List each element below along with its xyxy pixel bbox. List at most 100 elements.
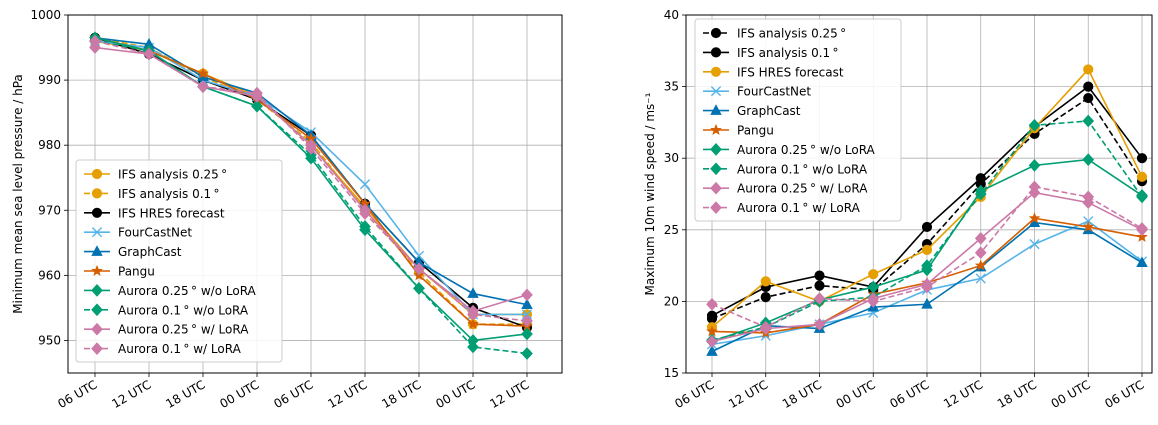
data-point [467, 340, 479, 354]
legend: IFS analysis 0.25 ° IFS analysis 0.1 ° IFS… [75, 159, 283, 363]
x-tick-label: 06 UTC [887, 377, 931, 411]
legend-label: Pangu [737, 124, 774, 138]
data-point [921, 259, 933, 272]
y-axis-label: Maximum 10m wind speed / ms⁻¹ [643, 92, 657, 295]
legend-marker [91, 207, 103, 218]
data-point [974, 187, 987, 201]
y-tick-label: 20 [664, 294, 679, 308]
legend-marker [710, 123, 722, 135]
legend-label: IFS analysis 0.25 ° [118, 168, 227, 182]
data-point [706, 335, 718, 348]
series-line [711, 120, 1143, 341]
legend-marker [710, 201, 722, 214]
data-point [521, 309, 533, 320]
data-point [706, 345, 718, 356]
legend-label: GraphCast [737, 104, 801, 118]
data-point [1083, 92, 1094, 104]
legend-marker [91, 322, 103, 336]
x-tick-label: 12 UTC [487, 377, 531, 411]
data-point [1136, 153, 1148, 164]
data-point [867, 295, 880, 308]
data-point [1136, 171, 1148, 182]
data-point [521, 298, 533, 309]
legend-label: Pangu [118, 265, 155, 279]
legend-marker [710, 27, 722, 39]
legend-label: Aurora 0.25 ° w/ LoRA [118, 323, 249, 337]
y-axis-label: Minimum mean sea level pressure / hPa [11, 74, 25, 314]
y-tick-label: 980 [38, 138, 61, 152]
legend-label: Aurora 0.25 ° w/ LoRA [737, 182, 868, 196]
series-group [706, 64, 1148, 356]
data-point [921, 280, 933, 294]
legend-label: Aurora 0.25 ° w/o LoRA [737, 143, 876, 157]
x-tick-label: 00 UTC [834, 377, 878, 411]
series-line [94, 40, 528, 355]
data-point [413, 262, 425, 276]
data-point [1136, 190, 1148, 204]
data-point [521, 288, 533, 302]
data-point [467, 287, 479, 298]
legend-label: Aurora 0.25 ° w/o LoRA [118, 284, 257, 298]
data-point [1028, 180, 1041, 194]
data-point [975, 273, 986, 284]
data-point [1028, 212, 1041, 224]
x-tick-label: 00 UTC [1049, 377, 1093, 411]
legend-box [75, 159, 283, 363]
data-point [197, 67, 209, 79]
y-tick-label: 960 [38, 268, 61, 282]
data-point [1082, 220, 1095, 232]
data-point [1136, 230, 1148, 242]
x-tick-label: 06 UTC [271, 377, 315, 411]
y-tick-label: 25 [664, 223, 679, 237]
y-tick-label: 950 [38, 333, 61, 347]
x-tick-label: 06 UTC [55, 377, 99, 411]
data-point [359, 220, 371, 233]
data-point [521, 347, 533, 360]
legend-marker [91, 227, 103, 238]
data-point [359, 179, 371, 190]
data-point [1028, 159, 1041, 172]
data-point [921, 221, 933, 233]
legend-marker [91, 284, 103, 297]
data-point [921, 297, 933, 309]
data-point [1136, 256, 1148, 268]
data-point [1082, 114, 1095, 128]
legend-marker [91, 188, 103, 199]
data-point [1029, 239, 1040, 250]
y-tick-label: 970 [38, 203, 61, 217]
legend-label: IFS HRES forecast [118, 206, 225, 220]
x-tick-label: 18 UTC [163, 377, 207, 411]
data-point [813, 317, 826, 331]
y-tick-label: 15 [664, 366, 679, 380]
data-point [974, 232, 987, 245]
data-point [521, 327, 533, 341]
legend-label: Aurora 0.1 ° w/o LoRA [737, 162, 868, 176]
legend-marker [710, 47, 722, 58]
data-point [197, 80, 209, 93]
x-tick-label: 12 UTC [109, 377, 153, 411]
data-point [1083, 64, 1094, 75]
data-point [974, 246, 987, 260]
legend-label: IFS analysis 0.25 ° [737, 27, 846, 41]
legend-marker [710, 162, 722, 176]
legend-marker [710, 181, 722, 195]
legend-box [694, 18, 902, 222]
legend-label: FourCastNet [118, 226, 192, 240]
series-line [94, 40, 528, 322]
x-tick-label: 18 UTC [995, 377, 1039, 411]
legend-label: Aurora 0.1 ° w/ LoRA [737, 201, 861, 215]
legend: IFS analysis 0.25 ° IFS analysis 0.1 ° IFS… [694, 18, 902, 222]
data-point [359, 207, 371, 220]
data-point [1083, 81, 1094, 92]
x-tick-label: 12 UTC [941, 377, 985, 411]
y-tick-label: 40 [664, 8, 679, 22]
data-point [868, 269, 879, 280]
data-point [143, 47, 155, 61]
y-tick-label: 1000 [30, 8, 61, 22]
legend-marker [710, 66, 722, 77]
legend-label: Aurora 0.1 ° w/ LoRA [118, 342, 242, 356]
data-point [89, 41, 101, 54]
plot-frame [685, 14, 1153, 374]
legend-label: FourCastNet [737, 85, 811, 99]
data-point [760, 276, 771, 287]
